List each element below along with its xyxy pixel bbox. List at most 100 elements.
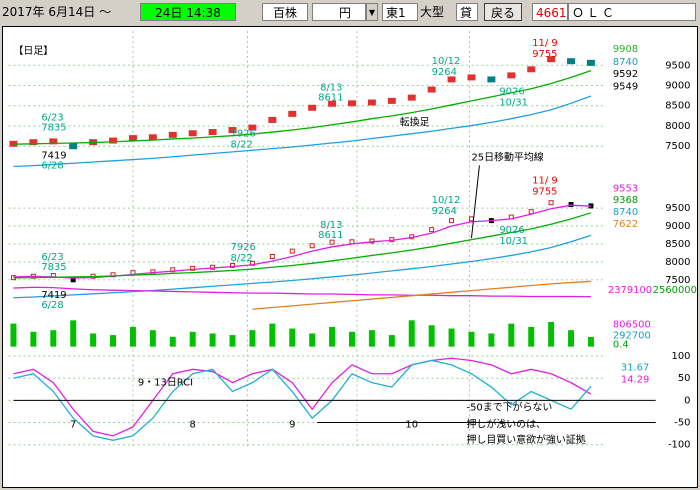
y-tick-label: 8500 bbox=[665, 101, 690, 112]
y-tick-label: 8000 bbox=[665, 121, 690, 132]
block bbox=[547, 56, 556, 63]
block bbox=[148, 134, 157, 141]
volume-bar bbox=[309, 333, 316, 347]
volume-bar bbox=[110, 335, 117, 347]
volume-bar bbox=[528, 326, 535, 347]
candle bbox=[309, 243, 315, 249]
volume-bar bbox=[289, 328, 296, 347]
annotation: 6/28 bbox=[41, 300, 63, 311]
block bbox=[407, 94, 416, 101]
block bbox=[208, 129, 217, 136]
block bbox=[168, 131, 177, 138]
dropdown-arrow[interactable]: ▼ bbox=[366, 3, 378, 21]
volume-bar bbox=[209, 333, 216, 347]
block bbox=[49, 138, 58, 145]
volume-bar bbox=[10, 323, 17, 347]
annotation: 9026 bbox=[499, 225, 524, 236]
block bbox=[109, 137, 118, 144]
block bbox=[348, 100, 356, 107]
series-line bbox=[13, 357, 592, 437]
annotation: 10/12 bbox=[432, 195, 461, 206]
y-tick-label: 9500 bbox=[665, 60, 690, 71]
block bbox=[128, 135, 137, 142]
candle bbox=[289, 248, 295, 254]
side-label: 8740 bbox=[613, 57, 638, 68]
volume-bar bbox=[129, 326, 136, 347]
side-label: 2379100 bbox=[608, 285, 652, 296]
annotation: 10/31 bbox=[499, 236, 528, 247]
y-tick-label: 8500 bbox=[665, 239, 690, 250]
side-label: 9549 bbox=[613, 82, 638, 93]
annotation: 転換足 bbox=[400, 117, 430, 129]
back-button[interactable]: 戻る bbox=[484, 3, 522, 21]
annotation: 10/12 bbox=[432, 56, 461, 67]
annotation: 7419 bbox=[41, 290, 66, 301]
annotation: 7926 bbox=[231, 242, 256, 253]
y-tick-label: 9000 bbox=[665, 80, 690, 91]
annotation: 7835 bbox=[41, 262, 66, 273]
series-line bbox=[13, 234, 592, 299]
block bbox=[288, 110, 297, 117]
volume-bar bbox=[508, 323, 515, 347]
candle bbox=[468, 216, 474, 222]
annotation: 25日移動平均線 bbox=[471, 150, 543, 163]
volume-bar bbox=[50, 330, 57, 347]
volume-bar bbox=[229, 335, 236, 347]
x-tick-label: 7 bbox=[70, 419, 76, 430]
series-line bbox=[13, 286, 591, 298]
annotation: 8/13 bbox=[320, 83, 342, 94]
block bbox=[487, 76, 496, 83]
y-tick-label: 9500 bbox=[665, 203, 690, 214]
series-line bbox=[252, 280, 591, 310]
volume-bar bbox=[349, 331, 355, 347]
block bbox=[69, 143, 78, 150]
code[interactable]: 4661 bbox=[532, 3, 568, 21]
annotation: 6/23 bbox=[41, 113, 63, 124]
y-tick-label: -100 bbox=[668, 440, 691, 451]
volume-bar bbox=[488, 333, 495, 347]
volume-bar bbox=[30, 331, 37, 347]
annotation: 8/22 bbox=[231, 253, 253, 264]
annotation: 11/ 9 bbox=[532, 38, 557, 49]
y-tick-label: 0 bbox=[684, 395, 690, 406]
annotation: 押し目買い意欲が強い証拠 bbox=[466, 433, 585, 446]
block bbox=[387, 97, 396, 104]
annotation: 8611 bbox=[318, 230, 343, 241]
volume-bar bbox=[149, 330, 156, 347]
side-label: 806500 bbox=[613, 320, 651, 331]
volume-bar bbox=[568, 330, 575, 347]
currency[interactable]: 円 bbox=[312, 3, 366, 21]
y-tick-label: 8000 bbox=[665, 257, 690, 268]
y-tick-label: 7500 bbox=[665, 275, 690, 286]
annotation: 6/28 bbox=[41, 160, 63, 171]
series-line bbox=[13, 212, 592, 279]
annotation: 8/22 bbox=[231, 139, 253, 150]
stock-name: ＯＬＣ bbox=[568, 3, 696, 21]
series-line bbox=[13, 69, 592, 145]
side-label: 8740 bbox=[613, 207, 638, 218]
volume-bar bbox=[408, 320, 415, 347]
volume-bar bbox=[70, 320, 77, 347]
annotation: 7835 bbox=[41, 123, 66, 134]
volume-bar bbox=[189, 331, 196, 347]
lend[interactable]: 貸 bbox=[456, 3, 478, 21]
block bbox=[367, 99, 376, 106]
candle bbox=[230, 262, 235, 268]
block bbox=[268, 116, 277, 123]
annotation: 6/23 bbox=[41, 252, 63, 263]
candle bbox=[568, 202, 574, 207]
unit[interactable]: 百株 bbox=[262, 3, 308, 21]
y-tick-label: -50 bbox=[674, 418, 690, 429]
y-tick-label: 50 bbox=[678, 373, 691, 384]
candle bbox=[190, 265, 196, 271]
block bbox=[447, 76, 456, 83]
annotation: 8611 bbox=[318, 93, 343, 104]
annotation: 9264 bbox=[432, 67, 457, 78]
size: 大型 bbox=[420, 5, 445, 19]
market[interactable]: 東1 bbox=[382, 3, 418, 21]
series-line bbox=[13, 95, 592, 168]
volume-bar bbox=[468, 331, 475, 347]
side-label: 31.67 bbox=[621, 363, 649, 374]
y-tick-label: 100 bbox=[672, 351, 691, 362]
date-to[interactable]: 24日 14:38 bbox=[140, 3, 236, 21]
